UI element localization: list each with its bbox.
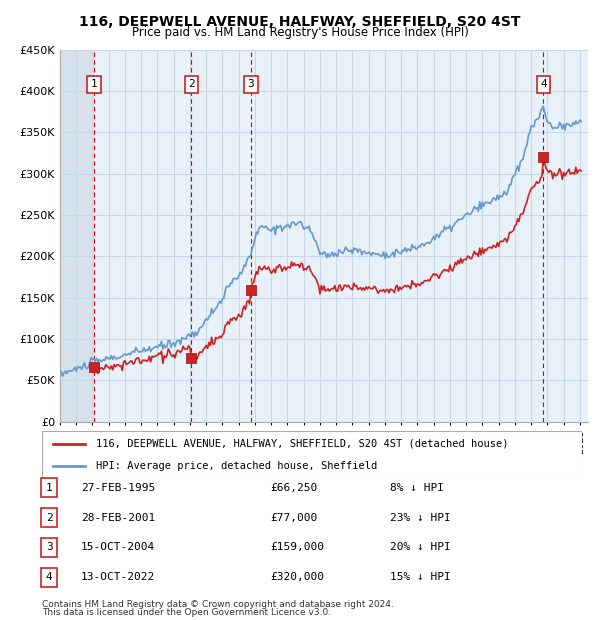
Text: 3: 3 [46, 542, 53, 552]
Text: 23% ↓ HPI: 23% ↓ HPI [390, 513, 451, 523]
Text: HPI: Average price, detached house, Sheffield: HPI: Average price, detached house, Shef… [96, 461, 377, 471]
Text: Price paid vs. HM Land Registry's House Price Index (HPI): Price paid vs. HM Land Registry's House … [131, 26, 469, 39]
Text: 15% ↓ HPI: 15% ↓ HPI [390, 572, 451, 582]
Text: 116, DEEPWELL AVENUE, HALFWAY, SHEFFIELD, S20 4ST (detached house): 116, DEEPWELL AVENUE, HALFWAY, SHEFFIELD… [96, 439, 509, 449]
Text: 4: 4 [540, 79, 547, 89]
Text: 28-FEB-2001: 28-FEB-2001 [81, 513, 155, 523]
Text: 8% ↓ HPI: 8% ↓ HPI [390, 483, 444, 493]
Bar [60, 50, 94, 422]
Text: £159,000: £159,000 [270, 542, 324, 552]
Text: 2: 2 [46, 513, 53, 523]
Text: £320,000: £320,000 [270, 572, 324, 582]
Text: Contains HM Land Registry data © Crown copyright and database right 2024.: Contains HM Land Registry data © Crown c… [42, 600, 394, 609]
Text: This data is licensed under the Open Government Licence v3.0.: This data is licensed under the Open Gov… [42, 608, 331, 617]
Text: 1: 1 [91, 79, 97, 89]
Text: 4: 4 [46, 572, 53, 582]
Text: £66,250: £66,250 [270, 483, 317, 493]
Text: £77,000: £77,000 [270, 513, 317, 523]
Text: 3: 3 [248, 79, 254, 89]
Text: 1: 1 [46, 483, 53, 493]
Text: 2: 2 [188, 79, 194, 89]
Text: 20% ↓ HPI: 20% ↓ HPI [390, 542, 451, 552]
Text: 27-FEB-1995: 27-FEB-1995 [81, 483, 155, 493]
Text: 13-OCT-2022: 13-OCT-2022 [81, 572, 155, 582]
FancyBboxPatch shape [42, 431, 582, 477]
Text: 116, DEEPWELL AVENUE, HALFWAY, SHEFFIELD, S20 4ST: 116, DEEPWELL AVENUE, HALFWAY, SHEFFIELD… [79, 16, 521, 30]
Text: 15-OCT-2004: 15-OCT-2004 [81, 542, 155, 552]
